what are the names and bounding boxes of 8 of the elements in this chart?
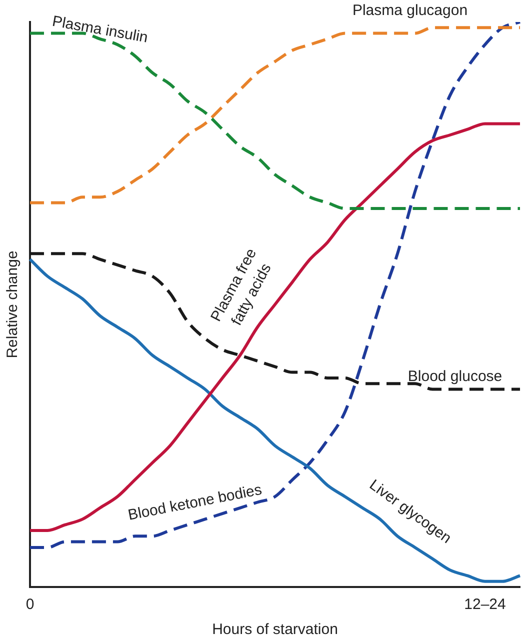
- series-label: Blood glucose: [408, 368, 502, 386]
- x-tick-label: 12–24: [464, 596, 506, 614]
- x-axis-title: Hours of starvation: [212, 621, 338, 638]
- text: Blood ketone bodies: [126, 481, 264, 524]
- x-tick-label: 0: [26, 596, 34, 614]
- y-axis-title: Relative change: [4, 250, 22, 358]
- text: Plasma insulin: [50, 12, 150, 46]
- series-label: Plasma glucagon: [352, 2, 468, 20]
